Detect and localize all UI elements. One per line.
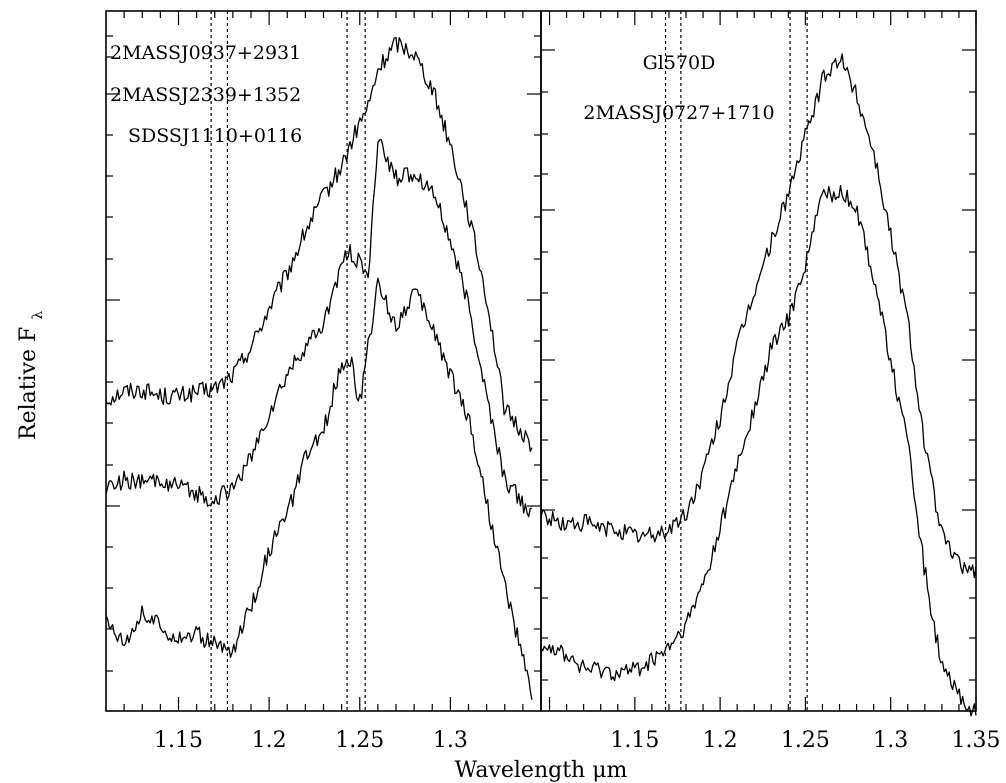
y-axis-label-main: Relative F (16, 327, 41, 440)
x-tick-label: 1.3 (433, 728, 468, 753)
x-tick-label: 1.15 (154, 728, 203, 753)
y-axis-label: Relative F λ (16, 311, 46, 440)
spectrum-series-2 (105, 138, 533, 518)
legend-label-3: SDSSJ1110+0116 (128, 125, 302, 147)
spectrum-series-1 (105, 36, 533, 453)
right-spectrum-panel: 1.15 1.2 1.25 1.3 1.35 Gl570D 2MASSJ0727+1710 (540, 10, 1001, 753)
spectrum-series-3 (105, 277, 533, 700)
panel-frame (105, 10, 542, 712)
x-tick-label: 1.2 (703, 728, 738, 753)
x-tick-label: 1.25 (781, 728, 830, 753)
x-tick-label: 1.35 (952, 728, 1001, 753)
spectrum-series-2 (540, 185, 977, 717)
left-spectrum-panel: 1.15 1.2 1.25 1.3 2MASSJ0937+2931 2MASSJ2339+… (105, 10, 542, 753)
legend-label-2: 2MASSJ2339+1352 (110, 84, 301, 106)
x-tick-label: 1.15 (610, 728, 659, 753)
y-axis-label-subscript: λ (30, 311, 46, 320)
x-tick-label: 1.25 (335, 728, 384, 753)
spectrum-series-1 (540, 53, 977, 579)
x-tick-label: 1.3 (873, 728, 908, 753)
x-axis-label: Wavelength μm (455, 758, 628, 783)
x-tick-label: 1.2 (252, 728, 287, 753)
panel-frame (540, 10, 977, 712)
legend-label-1: 2MASSJ0937+2931 (110, 42, 301, 64)
legend-label-2: 2MASSJ0727+1710 (583, 102, 774, 124)
legend-label-1: Gl570D (643, 52, 716, 74)
